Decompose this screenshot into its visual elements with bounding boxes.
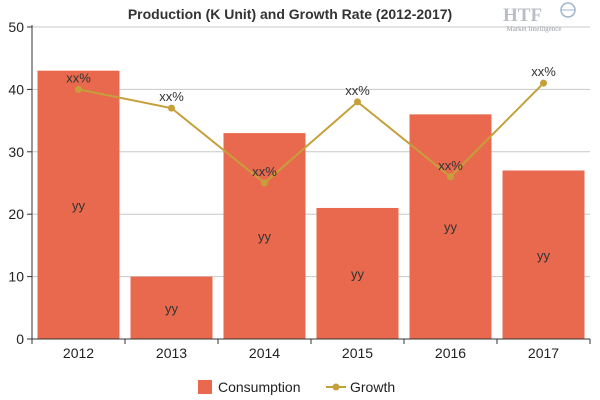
legend-consumption-label: Consumption [218,379,301,395]
chart-title: Production (K Unit) and Growth Rate (201… [128,6,452,22]
bar-2015 [316,207,399,339]
x-tick-label-2015: 2015 [342,345,373,361]
growth-label-2017: xx% [531,64,556,79]
growth-point-2014 [261,179,268,187]
consumption-bars [37,70,585,340]
growth-label-2014: xx% [252,164,277,179]
growth-label-2013: xx% [159,89,184,104]
bar-2017 [502,170,585,339]
htf-logo: HTF Market Intelligence [503,2,576,33]
y-tick-label: 20 [8,206,24,222]
growth-point-2015 [354,98,361,106]
y-tick-label: 30 [8,144,24,160]
x-axis: 2012 2013 2014 2015 2016 2017 [31,338,591,361]
growth-label-2016: xx% [438,158,463,173]
growth-line-series [75,79,547,187]
x-tick-label-2013: 2013 [156,345,187,361]
bar-2014 [223,133,306,339]
y-tick-label: 0 [16,331,24,347]
legend-consumption-swatch [198,380,212,394]
x-tick-label-2012: 2012 [63,345,94,361]
legend: Consumption Growth [198,379,395,395]
y-tick-label: 40 [8,81,24,97]
y-tick-label: 50 [8,19,24,35]
y-axis: 0 10 20 30 40 50 [8,19,33,347]
bar-label-2016: yy [444,220,458,235]
bar-data-labels: yy yy yy yy yy yy [72,198,551,316]
bar-label-2017: yy [537,248,551,263]
line-data-labels: xx% xx% xx% xx% xx% xx% [66,64,556,179]
growth-line [78,82,545,185]
bar-label-2014: yy [258,229,272,244]
x-tick-label-2016: 2016 [435,345,466,361]
legend-growth-marker [332,383,340,391]
bar-label-2015: yy [351,266,365,281]
grid-lines [32,26,590,278]
bar-label-2013: yy [165,301,179,316]
growth-point-2016 [447,173,454,181]
y-tick-label: 10 [8,269,24,285]
bar-2012 [37,70,120,340]
logo-tagline: Market Intelligence [506,25,561,33]
logo-brand: HTF [503,5,542,26]
bar-label-2012: yy [72,198,86,213]
growth-label-2015: xx% [345,83,370,98]
growth-point-2013 [168,104,175,112]
legend-growth-label: Growth [350,379,395,395]
bar-2013 [130,276,213,339]
x-tick-label-2017: 2017 [528,345,559,361]
growth-point-2017 [540,79,547,87]
bar-2016 [409,114,492,339]
growth-label-2012: xx% [66,70,91,85]
growth-point-2012 [75,85,82,93]
x-tick-label-2014: 2014 [249,345,280,361]
